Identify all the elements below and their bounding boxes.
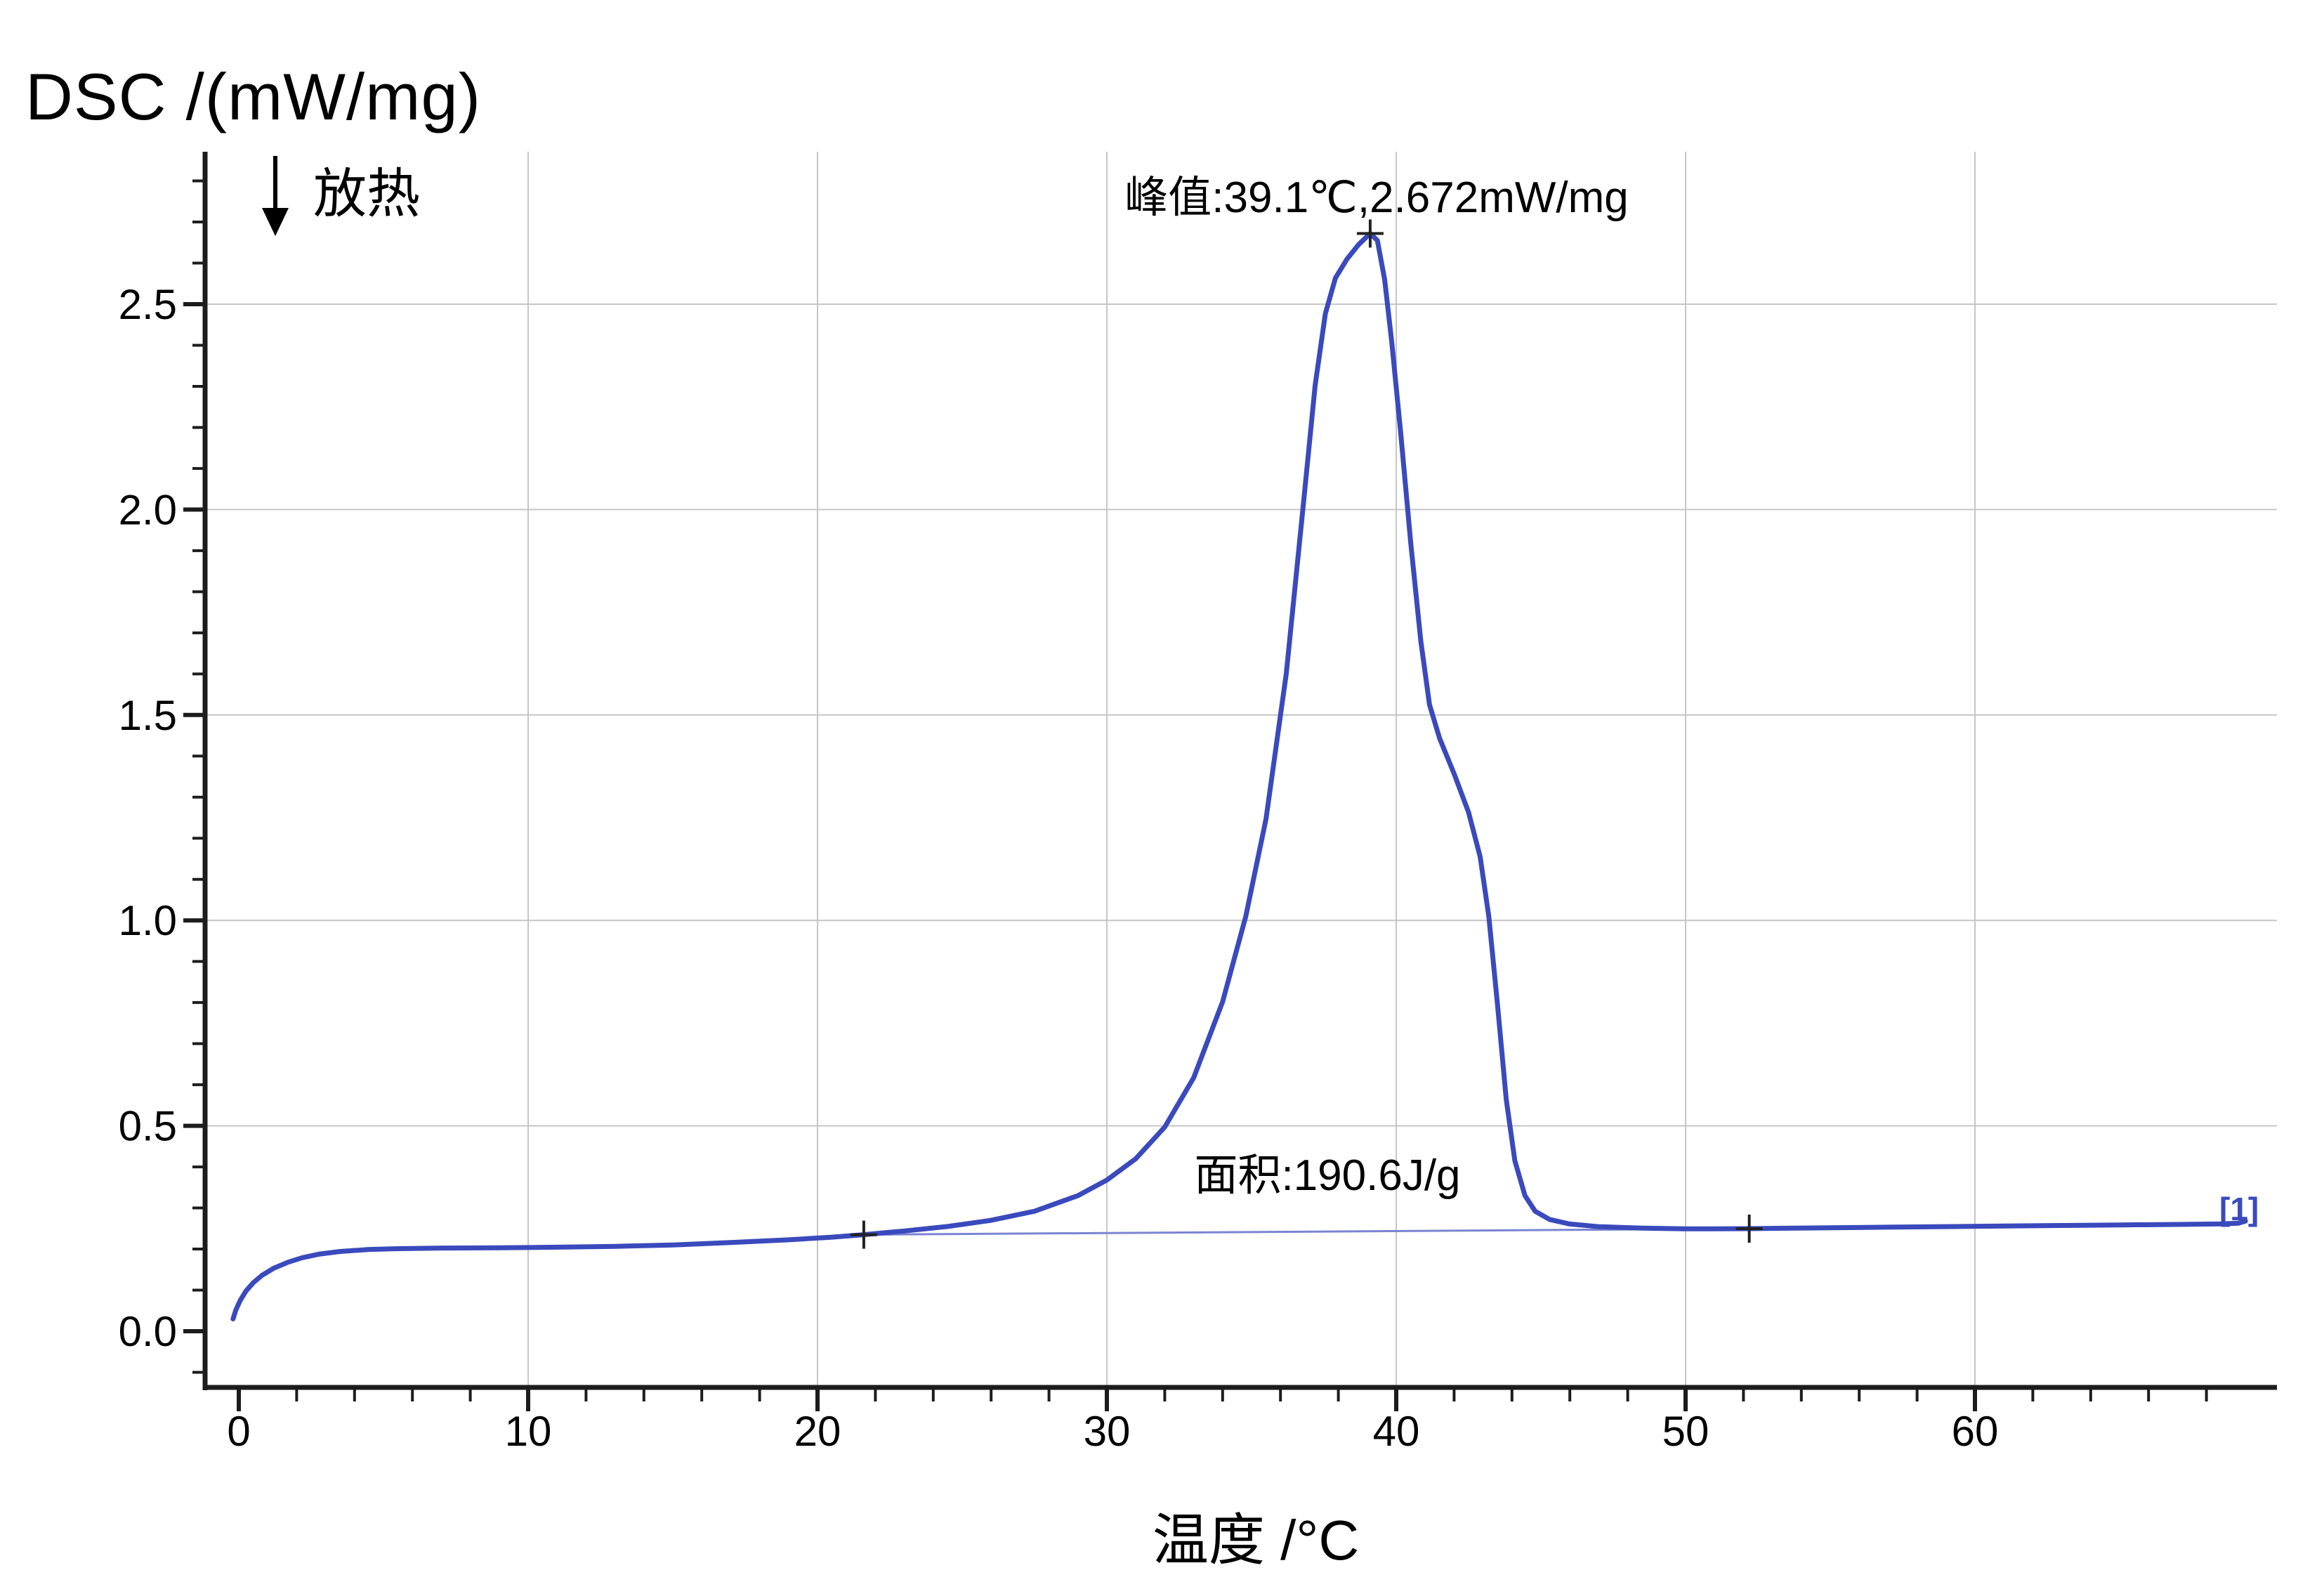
y-tick-label: 2.0 <box>119 486 177 533</box>
y-tick-label: 0.5 <box>119 1103 177 1150</box>
x-tick-label: 60 <box>1952 1408 1999 1455</box>
y-axis-unit-title: DSC /(mW/mg) <box>25 60 482 133</box>
exotherm-label: 放热 <box>313 164 420 224</box>
peak-annotation: 峰值:39.1℃,2.672mW/mg <box>1124 174 1629 222</box>
x-tick-label: 40 <box>1373 1408 1420 1455</box>
x-tick-label: 0 <box>227 1408 250 1455</box>
y-tick-label: 0.0 <box>119 1308 177 1355</box>
x-axis-title: 温度 /°C <box>1152 1509 1360 1571</box>
sigmoid-baseline-line <box>863 1227 1749 1236</box>
y-tick-label: 1.5 <box>119 692 177 739</box>
x-tick-label: 20 <box>794 1408 841 1455</box>
area-annotation: 面积:190.6J/g <box>1194 1151 1461 1200</box>
x-tick-label: 10 <box>505 1408 552 1455</box>
x-tick-label: 30 <box>1084 1408 1131 1455</box>
x-tick-label: 50 <box>1662 1408 1709 1455</box>
exotherm-down-arrow-icon <box>262 208 289 236</box>
y-tick-label: 1.0 <box>119 897 177 944</box>
dsc-curve <box>230 230 2248 1321</box>
y-tick-label: 2.5 <box>119 281 177 328</box>
curve-index-tag: [1] <box>2219 1191 2259 1227</box>
